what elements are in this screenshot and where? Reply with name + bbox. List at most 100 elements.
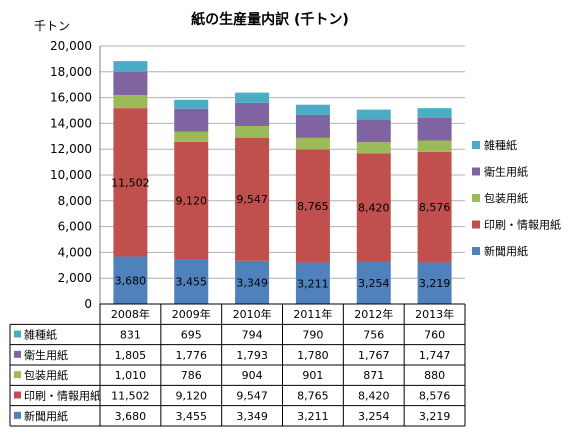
table-cell: 3,254 [358,410,390,423]
table-swatch [14,371,21,379]
table-cell: 756 [363,329,384,342]
x-tick-label: 2011年 [293,307,332,321]
table-cell: 1,805 [115,349,147,362]
chart-title: 紙の生産量内訳 (千トン) [191,11,349,28]
bar-segment [417,108,452,118]
data-label: 8,420 [358,202,390,215]
y-tick-label: 0 [84,297,92,311]
bar-segment [417,140,452,152]
data-label: 8,765 [297,200,329,213]
bar-segment [235,125,270,138]
y-tick-label: 12,000 [50,142,92,156]
bar-segment [235,137,270,261]
table-cell: 786 [181,369,202,382]
y-tick-label: 14,000 [50,116,92,130]
table-row-label: 新聞用紙 [24,409,68,423]
table-row-label: 印刷・情報用紙 [24,389,101,403]
bar-segment [113,95,148,109]
legend-swatch [472,247,480,255]
data-label: 3,254 [358,277,390,290]
y-tick-label: 8,000 [58,194,92,208]
y-tick-label: 16,000 [50,91,92,105]
y-tick-label: 18,000 [50,65,92,79]
table-cell: 1,767 [358,349,390,362]
bar-segment [356,119,391,143]
table-row-label: 雑種紙 [24,328,57,342]
table-cell: 760 [424,329,445,342]
table-swatch [14,391,21,399]
bar-segment [174,99,209,109]
table-cell: 3,349 [236,410,268,423]
table-cell: 790 [302,329,323,342]
bar-segment [113,256,148,304]
bar-segment [113,108,148,257]
legend-label: 雑種紙 [484,138,517,152]
data-label: 3,455 [176,276,208,289]
table-cell: 1,776 [176,349,208,362]
bar-segment [295,104,330,115]
bar-segment [417,151,452,263]
table-cell: 831 [120,329,141,342]
bar-segment [356,153,391,263]
table-cell: 11,502 [111,390,150,403]
bar-segment [174,108,209,132]
legend-swatch [472,167,480,176]
y-axis-ticks: 0 2,000 4,000 6,000 8,000 10,000 12,000 14,000 1… [50,39,92,311]
legend-label: 新聞用紙 [484,244,528,258]
table-cell: 880 [424,369,445,382]
y-tick-label: 10,000 [50,168,92,182]
bar-segment [174,141,209,260]
bar-segment [235,102,270,126]
table-cell: 1,747 [419,349,451,362]
y-tick-label: 20,000 [50,39,92,53]
bar-segment [356,262,391,304]
bar-segment [235,260,270,304]
table-cell: 901 [302,369,323,382]
gridlines [99,45,465,305]
bar-segment [417,262,452,304]
data-label: 9,547 [236,193,268,206]
x-tick-label: 2012年 [354,307,393,321]
y-tick-label: 2,000 [58,271,92,285]
bars [113,61,452,304]
bar-segment [174,131,209,142]
table-cell: 8,765 [297,390,329,403]
table-row-label: 衛生用紙 [24,348,68,362]
table-cell: 9,120 [176,390,208,403]
bar-segment [295,262,330,304]
table-cell: 695 [181,329,202,342]
table-cell: 3,455 [176,410,208,423]
data-label: 11,502 [111,176,150,189]
data-label: 8,576 [419,201,451,214]
bar-segment [113,61,148,72]
data-label: 3,349 [236,276,268,289]
table-swatch [14,350,21,358]
legend-swatch [472,141,480,149]
data-label: 9,120 [176,195,208,208]
y-tick-label: 4,000 [58,245,92,259]
bar-segment [417,117,452,141]
table-cell: 1,793 [236,349,268,362]
table-cell: 904 [242,369,263,382]
table-swatch [14,411,21,419]
bar-segment [295,137,330,150]
bar-segment [295,149,330,263]
table-row-label: 包装用紙 [24,368,68,382]
bar-segment [235,92,270,103]
table-cell: 1,010 [115,369,147,382]
table-cell: 9,547 [236,390,268,403]
data-labels: 3,680 11,502 3,455 9,120 3,349 9,547 3,211 8,76… [111,176,450,290]
bar-segment [174,259,209,304]
data-label: 3,211 [297,277,329,290]
data-label: 3,219 [419,277,451,290]
y-axis-label: 千トン [34,19,70,33]
legend-label: 衛生用紙 [484,165,528,179]
legend-label: 印刷・情報用紙 [484,218,561,232]
table-cell: 1,780 [297,349,329,362]
table-cell: 794 [242,329,263,342]
bar-segment [295,114,330,138]
bar-segment [113,71,148,96]
